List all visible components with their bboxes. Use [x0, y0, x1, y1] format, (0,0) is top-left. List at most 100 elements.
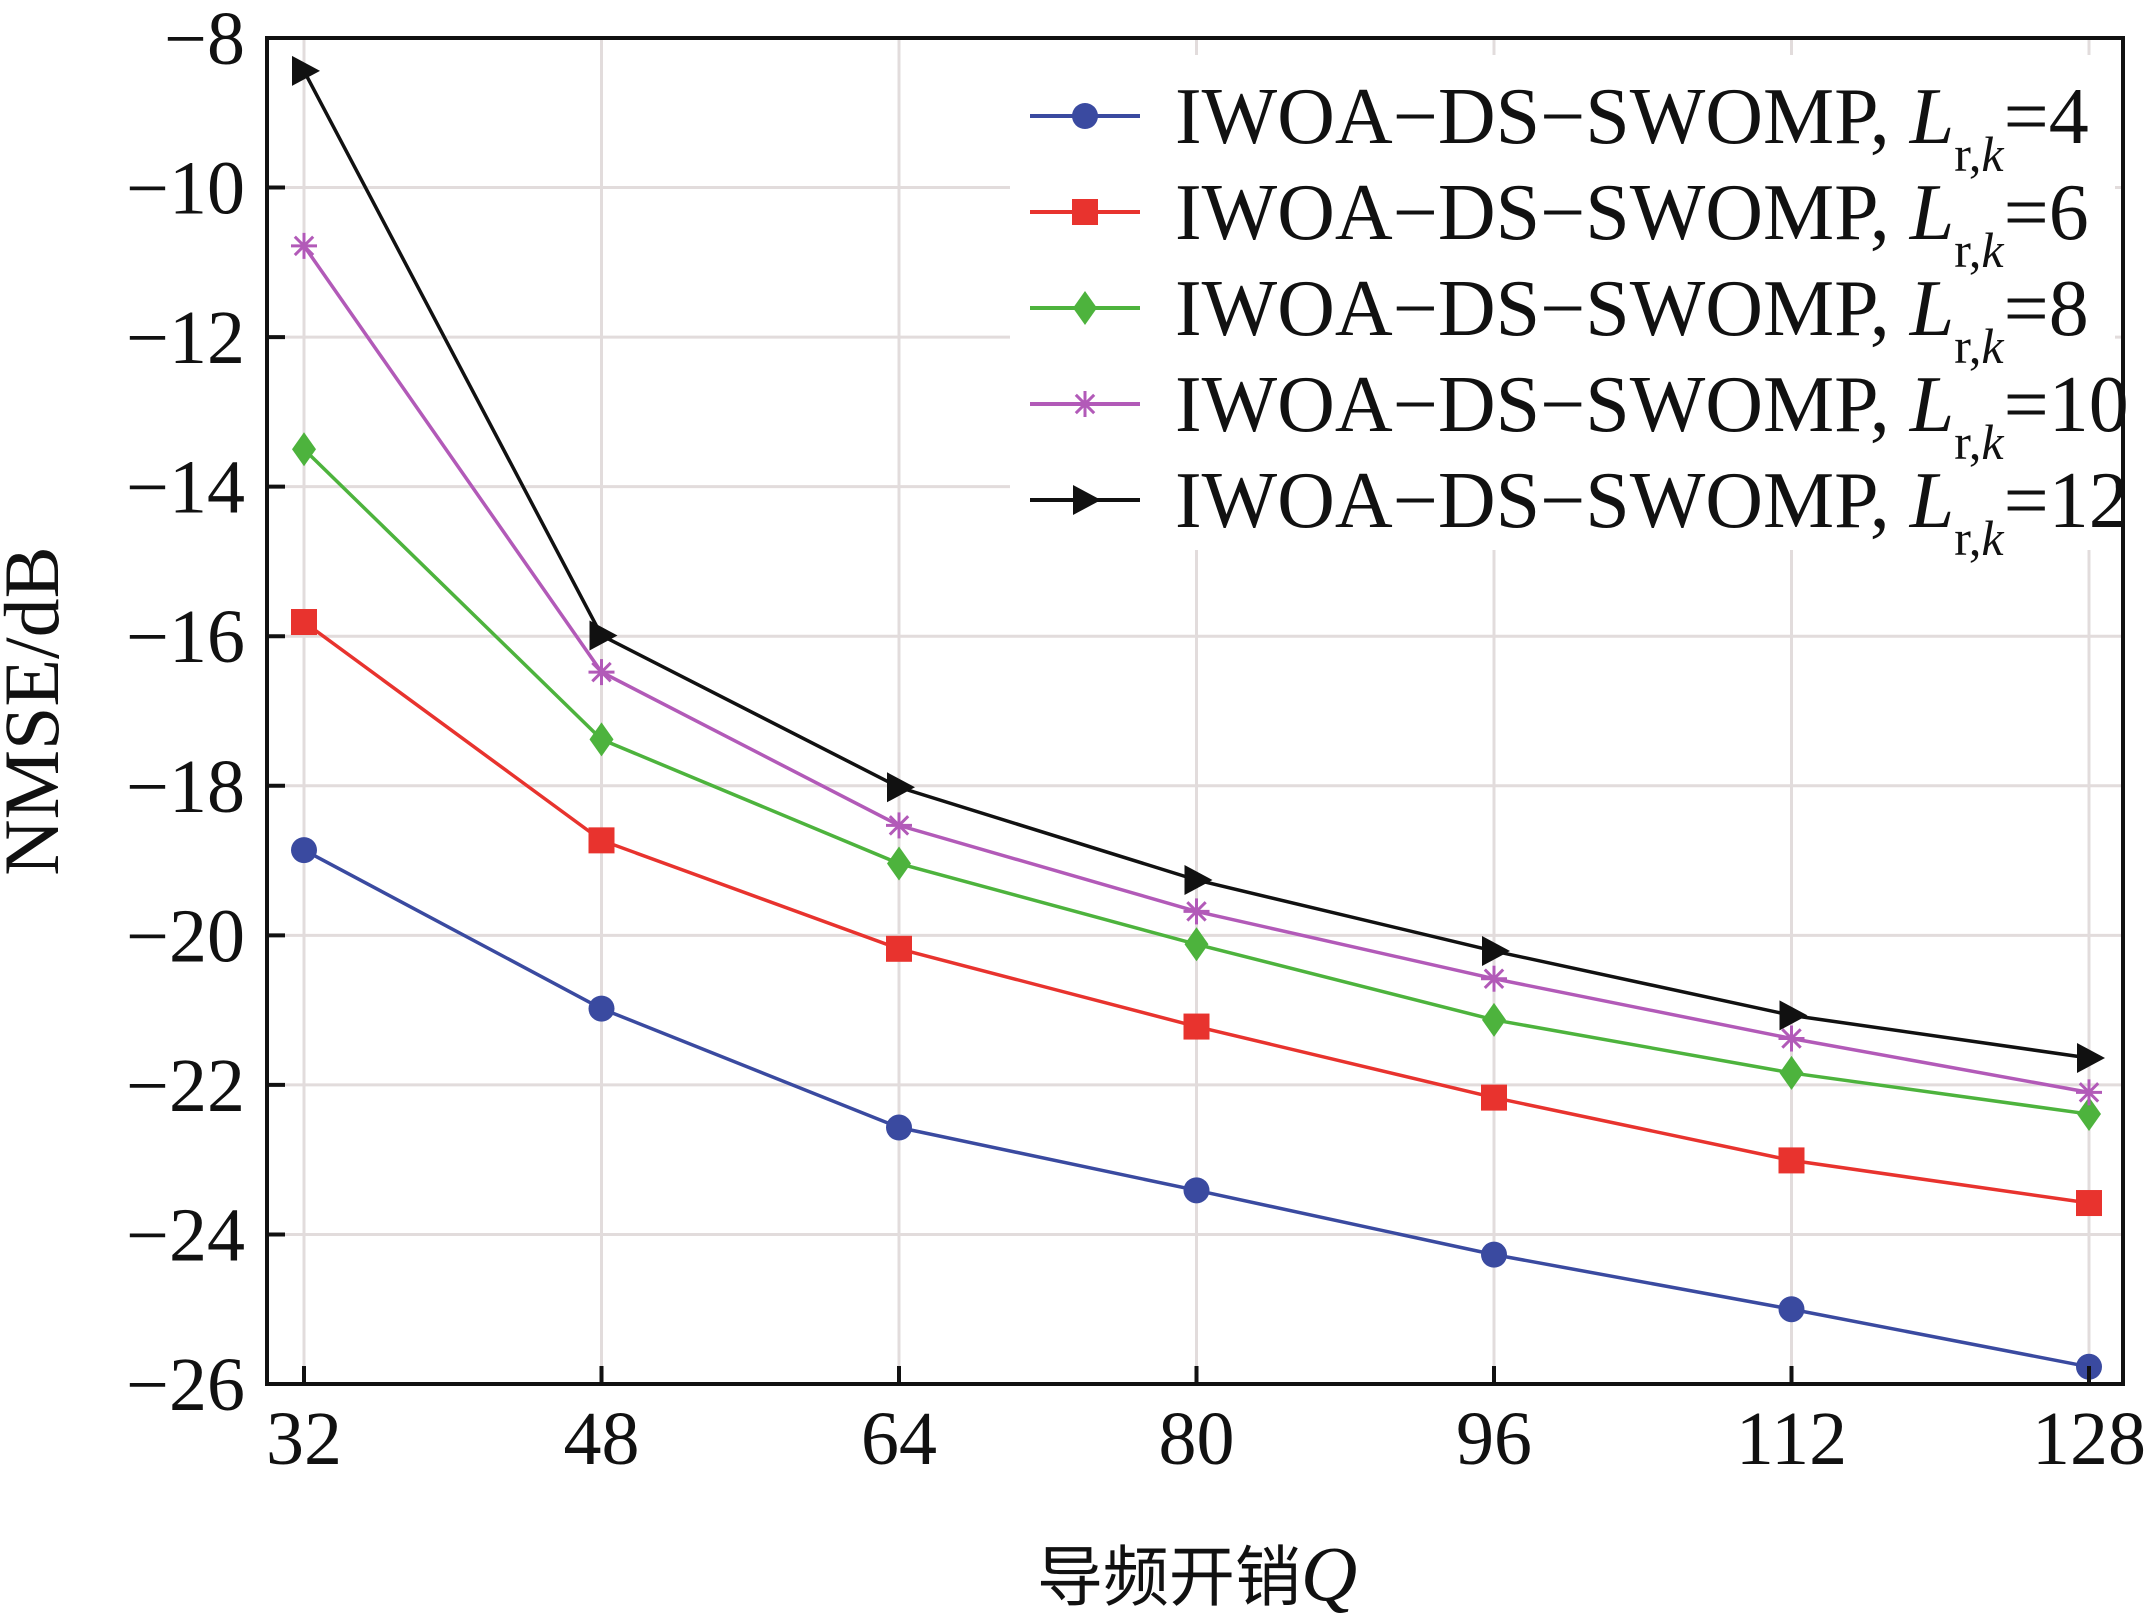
- y-tick-label: −12: [126, 296, 245, 380]
- data-point: [1778, 1025, 1805, 1052]
- series-L12: [292, 55, 2105, 1073]
- legend-item: IWOA−DS−SWOMP, Lr,k=8: [1030, 265, 2089, 374]
- data-point: [887, 772, 915, 803]
- legend-marker: [1073, 291, 1097, 325]
- legend-item: IWOA−DS−SWOMP, Lr,k=12: [1030, 457, 2129, 566]
- legend-label-name-sub: r,: [1954, 414, 1981, 470]
- asterisk-stroke: [1186, 901, 1207, 922]
- data-point: [886, 1114, 912, 1141]
- data-point: [1183, 1013, 1210, 1040]
- data-point: [588, 659, 615, 686]
- series-L8: [292, 432, 2101, 1132]
- x-tick-label: 32: [266, 1397, 342, 1481]
- x-tick-label: 112: [1736, 1397, 1847, 1481]
- data-point: [292, 55, 320, 86]
- asterisk-stroke: [1781, 1028, 1802, 1049]
- legend-label-name-sub-var: k: [1981, 318, 2004, 374]
- legend-label-name-suffix: =8: [2004, 265, 2089, 353]
- legend-label-name-var: L: [1909, 169, 1955, 257]
- data-point: [1481, 1241, 1507, 1268]
- data-point: [2076, 1190, 2102, 1217]
- legend-label-name-suffix: =10: [2004, 361, 2129, 449]
- legend-label-name-prefix: IWOA−DS−SWOMP,: [1175, 457, 1910, 545]
- series-L10: [291, 232, 2102, 1106]
- legend-label-name-sub-var: k: [1981, 510, 2004, 566]
- legend-label-name-sub: r,: [1954, 510, 1981, 566]
- data-point: [886, 812, 912, 839]
- legend-label-name-var: L: [1909, 457, 1955, 545]
- asterisk-stroke: [1074, 393, 1096, 415]
- legend-label: IWOA−DS−SWOMP, Lr,k=10: [1175, 361, 2129, 470]
- legend-label-name-var: L: [1909, 265, 1955, 353]
- y-tick-label: −18: [126, 745, 245, 829]
- legend-label-name-sub-var: k: [1981, 126, 2004, 182]
- data-point: [1482, 1002, 1506, 1037]
- ticks: 32 48 64 80 96 112 128 −8 −10 −12 −14 −16 −18 −20 −22 −…: [126, 0, 2145, 1481]
- legend-label-name-prefix: IWOA−DS−SWOMP,: [1175, 361, 1910, 449]
- legend-label: IWOA−DS−SWOMP, Lr,k=12: [1175, 457, 2129, 566]
- legend-label: IWOA−DS−SWOMP, Lr,k=8: [1175, 265, 2089, 374]
- data-point: [291, 609, 317, 636]
- legend-label-name-sub: r,: [1954, 318, 1981, 374]
- legend-label: IWOA−DS−SWOMP, Lr,k=6: [1175, 169, 2089, 278]
- legend-marker: [1073, 485, 1101, 515]
- legend-label-name-sub: r,: [1954, 222, 1981, 278]
- data-point: [1481, 1084, 1507, 1111]
- y-tick-label: −26: [126, 1343, 245, 1427]
- legend-label-name-sub-var: k: [1981, 414, 2004, 470]
- data-point: [1184, 927, 1209, 962]
- asterisk-stroke: [1483, 968, 1505, 989]
- y-tick-label: −8: [164, 0, 245, 81]
- data-point: [2077, 1097, 2101, 1132]
- data-point: [589, 722, 614, 757]
- x-tick-label: 48: [564, 1397, 640, 1481]
- series-L4: [291, 837, 2102, 1380]
- y-tick-label: −16: [126, 595, 245, 679]
- data-point: [1183, 1177, 1210, 1204]
- legend-label-name-sub-var: k: [1981, 222, 2004, 278]
- data-point: [291, 232, 317, 259]
- data-point: [589, 620, 618, 651]
- y-tick-label: −20: [126, 894, 245, 978]
- data-point: [1481, 965, 1507, 992]
- y-axis-label: NMSE/dB: [0, 546, 75, 875]
- data-point: [1779, 1000, 1808, 1031]
- legend-label-name-suffix: =4: [2004, 73, 2089, 161]
- legend-label-name-sub: r,: [1954, 126, 1981, 182]
- data-point: [1482, 936, 1510, 967]
- legend-label-name-suffix: =12: [2004, 457, 2129, 545]
- x-axis-label-var: Q: [1301, 1530, 1357, 1617]
- legend-label: IWOA−DS−SWOMP, Lr,k=4: [1175, 73, 2089, 182]
- x-axis-label: 导频开销Q: [1037, 1530, 1357, 1617]
- data-point: [886, 935, 912, 962]
- legend-item: IWOA−DS−SWOMP, Lr,k=4: [1030, 73, 2089, 182]
- legend-label-name-prefix: IWOA−DS−SWOMP,: [1175, 169, 1910, 257]
- data-point: [292, 432, 316, 467]
- asterisk-stroke: [591, 661, 612, 683]
- legend-label-name-prefix: IWOA−DS−SWOMP,: [1175, 265, 1910, 353]
- data-point: [2077, 1042, 2105, 1073]
- series-L6: [291, 609, 2102, 1217]
- legend-marker: [1072, 199, 1098, 225]
- legend-background: [1010, 55, 2115, 550]
- legend-label-name-prefix: IWOA−DS−SWOMP,: [1175, 73, 1910, 161]
- x-tick-label: 80: [1159, 1397, 1235, 1481]
- data-point: [1778, 1296, 1805, 1323]
- data-point: [1184, 864, 1213, 895]
- legend-item: IWOA−DS−SWOMP, Lr,k=6: [1030, 169, 2089, 278]
- legend-item: IWOA−DS−SWOMP, Lr,k=10: [1030, 361, 2129, 470]
- y-tick-label: −14: [126, 446, 245, 530]
- data-point: [2076, 1079, 2102, 1106]
- data-point: [588, 995, 615, 1022]
- x-tick-label: 64: [861, 1397, 937, 1481]
- y-tick-label: −10: [126, 147, 245, 231]
- series-group: [291, 55, 2105, 1380]
- x-tick-label: 128: [2032, 1397, 2145, 1481]
- y-tick-label: −24: [126, 1193, 245, 1277]
- data-point: [887, 846, 911, 881]
- data-point: [291, 837, 317, 864]
- legend-label-name-var: L: [1909, 73, 1955, 161]
- x-axis-label-text: 导频开销: [1037, 1539, 1301, 1616]
